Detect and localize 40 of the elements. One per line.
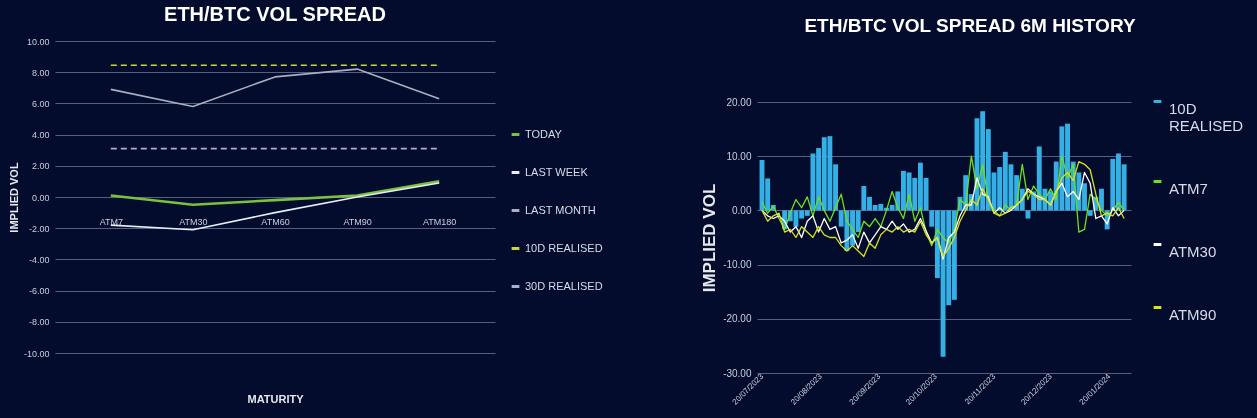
x-tick-label: ATM30 xyxy=(179,216,208,227)
y-axis-title: IMPLIED VOL xyxy=(700,183,720,293)
legend-label: ATM7 xyxy=(1169,179,1208,197)
legend-label: 30D REALISED xyxy=(525,279,603,292)
x-tick-label: ATM180 xyxy=(423,216,457,227)
line-series xyxy=(110,68,440,108)
legend-label: LAST MONTH xyxy=(525,203,596,216)
y-tick-label: 0.00 xyxy=(31,192,50,203)
y-tick-label: -10.00 xyxy=(23,348,50,359)
line-series xyxy=(109,180,441,207)
legend-label: LAST WEEK xyxy=(525,165,589,178)
legend-label: 10D REALISED xyxy=(1169,99,1244,134)
legend-label: 10D REALISED xyxy=(525,241,603,254)
x-tick-label: ATM60 xyxy=(261,216,290,227)
y-tick-label: -8.00 xyxy=(28,317,50,328)
y-tick-label: 10.00 xyxy=(726,150,752,162)
y-tick-label: 8.00 xyxy=(31,67,50,78)
y-tick-label: -2.00 xyxy=(28,223,50,234)
chart-title: ETH/BTC VOL SPREAD 6M HISTORY xyxy=(804,15,1136,36)
x-axis-title: MATURITY xyxy=(247,392,305,405)
y-tick-label: 10.00 xyxy=(26,36,50,47)
y-tick-label: 20.00 xyxy=(726,96,752,108)
line-series xyxy=(761,155,1125,247)
y-tick-label: -4.00 xyxy=(28,254,50,265)
bar xyxy=(1025,210,1031,219)
y-axis-title: IMPLIED VOL xyxy=(7,162,20,233)
y-tick-label: -10.00 xyxy=(723,259,752,271)
y-tick-label: 6.00 xyxy=(31,98,50,109)
bar xyxy=(1087,210,1093,216)
legend-label: TODAY xyxy=(525,127,563,140)
x-tick-label: ATM7 xyxy=(99,216,123,227)
legend-label: ATM90 xyxy=(1169,305,1217,323)
y-tick-label: -20.00 xyxy=(723,313,752,325)
x-tick-label: ATM90 xyxy=(343,216,372,227)
chart-title: ETH/BTC VOL SPREAD xyxy=(164,3,386,25)
y-tick-label: 2.00 xyxy=(31,161,50,172)
y-tick-label: -6.00 xyxy=(28,286,50,297)
y-tick-label: 0.00 xyxy=(732,204,752,216)
legend-label: ATM30 xyxy=(1169,242,1217,260)
y-tick-label: 4.00 xyxy=(31,130,50,141)
